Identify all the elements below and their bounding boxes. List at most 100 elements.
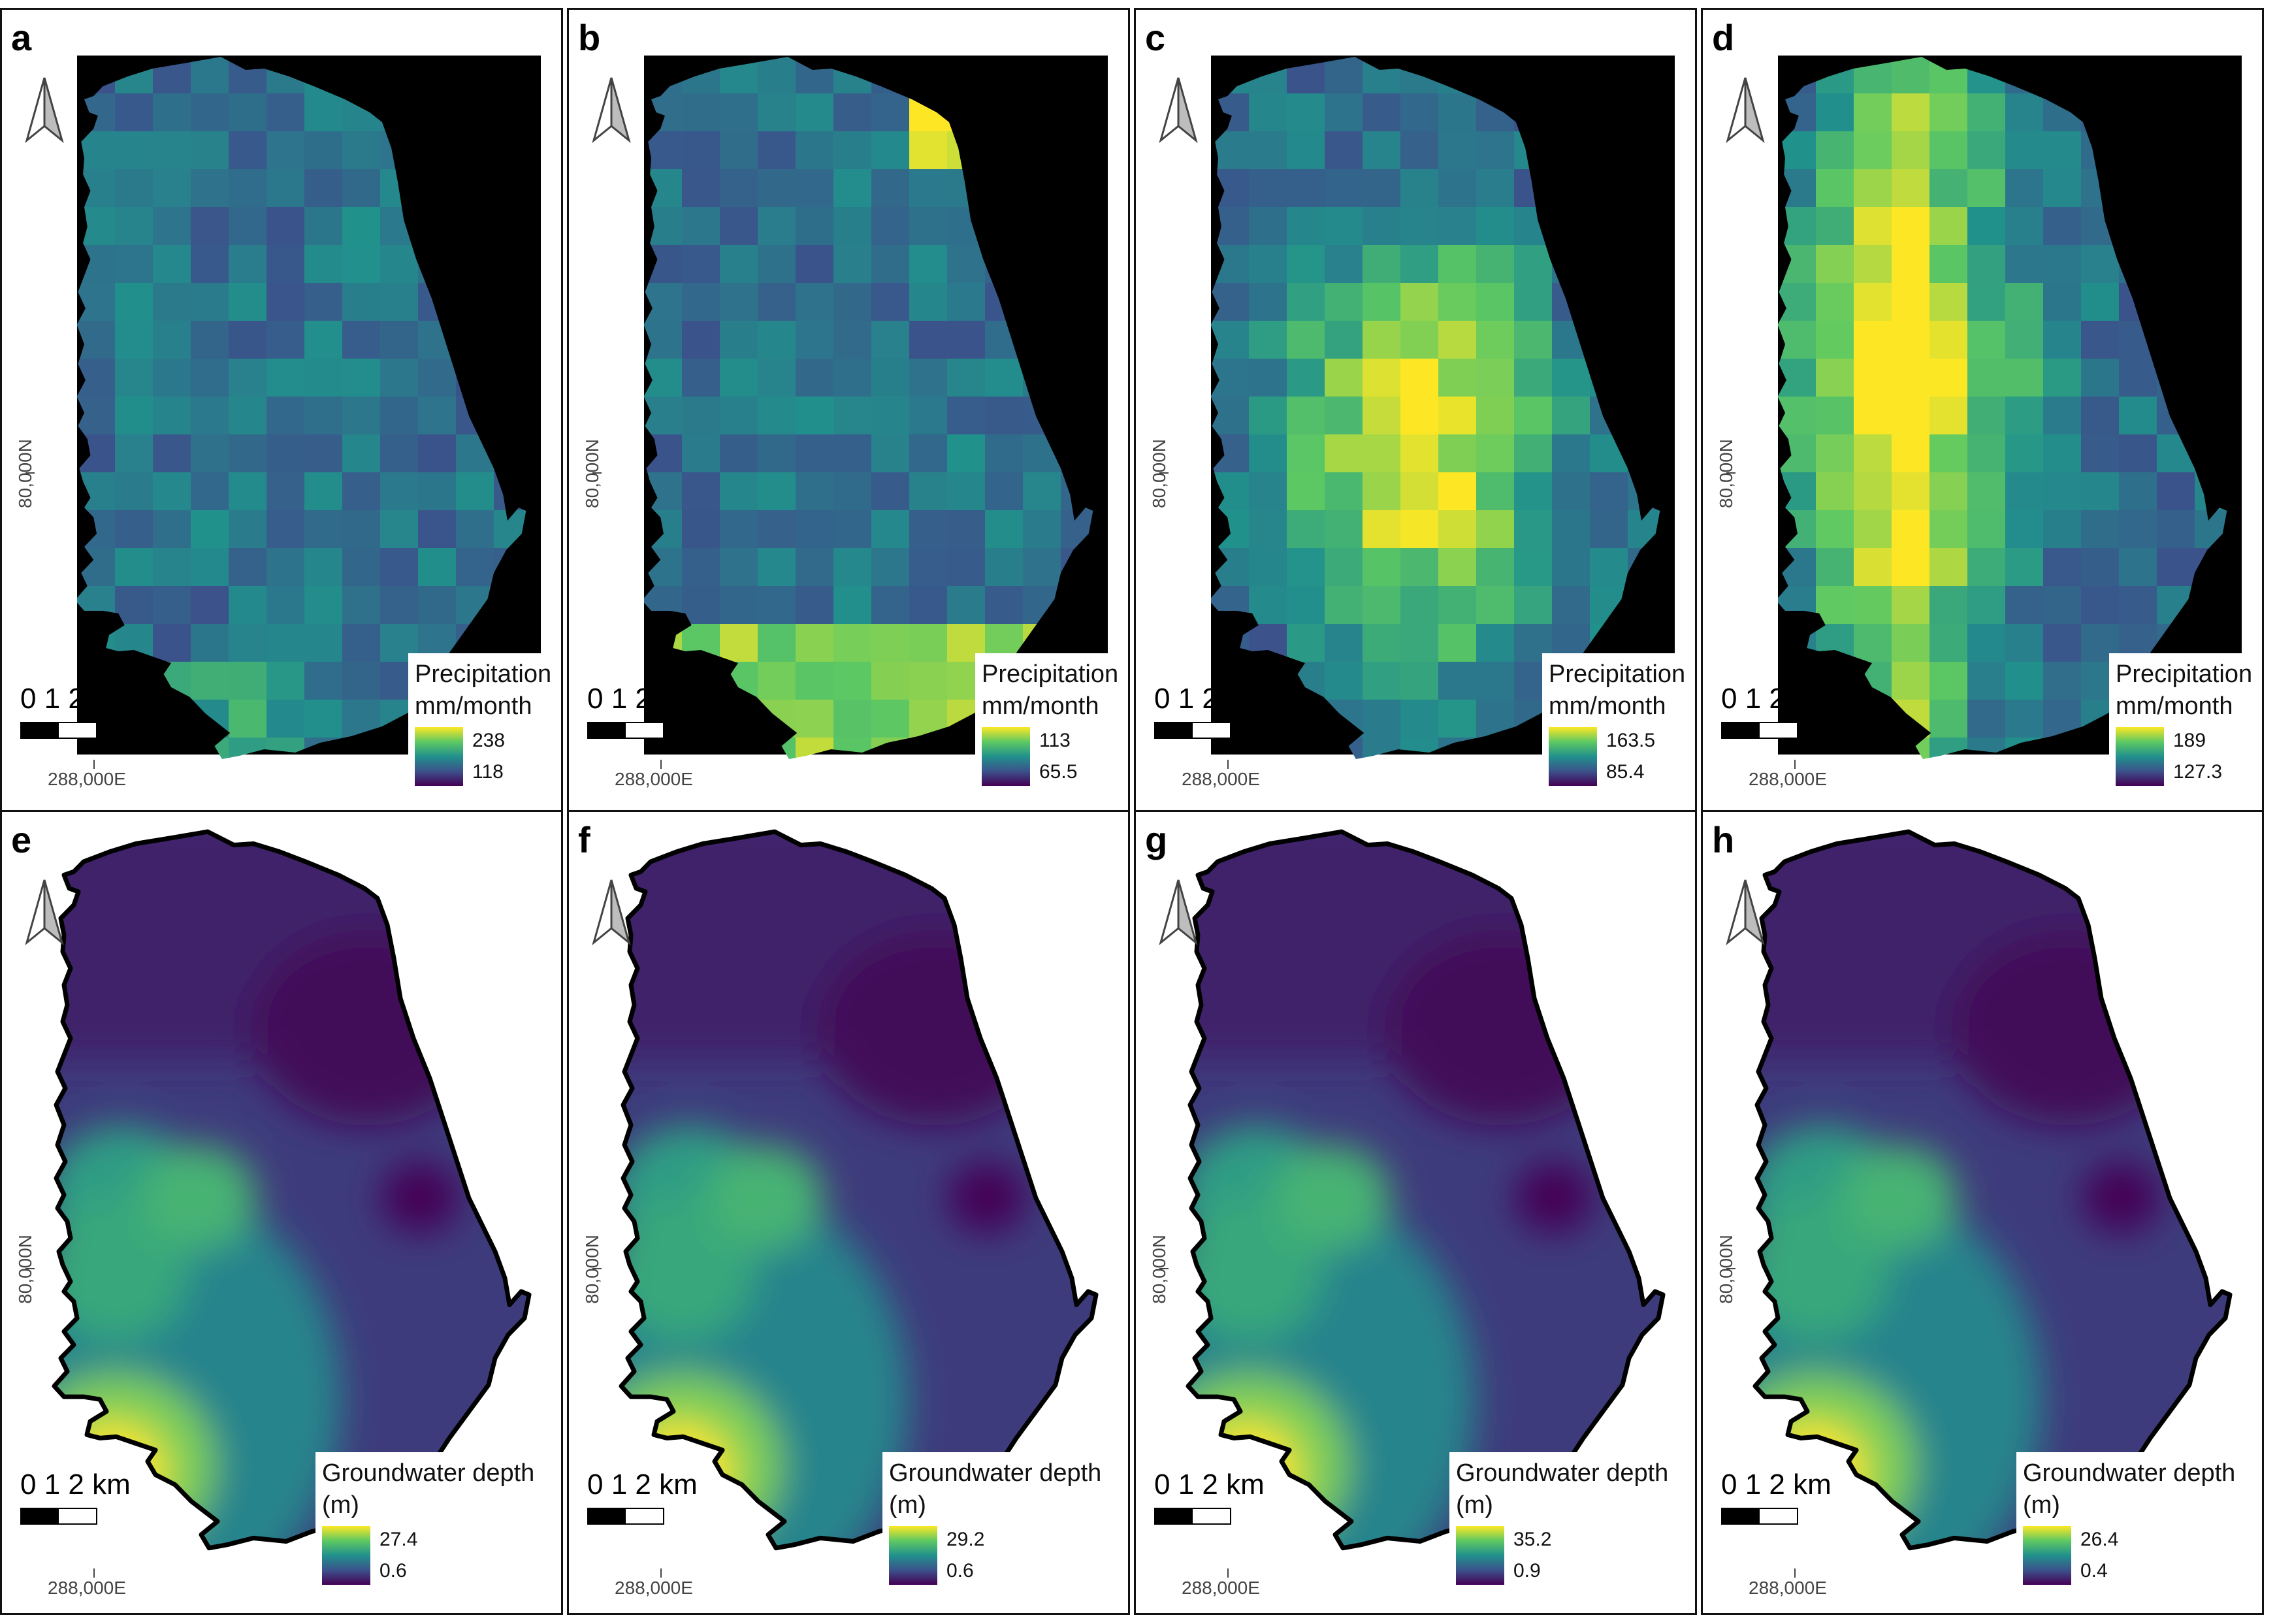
map-area (1703, 812, 2262, 1613)
legend-color-ramp (1456, 1525, 1504, 1585)
x-coordinate-label: 288,000E (48, 1578, 126, 1598)
legend-max: 27.4 (379, 1528, 418, 1550)
y-tick (1726, 472, 1735, 474)
x-tick (1794, 1568, 1796, 1578)
legend-unit: (m) (889, 1491, 926, 1519)
legend: Precipitation mm/month 163.5 85.4 (1542, 653, 1692, 792)
panel-letter: a (11, 17, 32, 58)
x-coordinate-label: 288,000E (1749, 769, 1827, 789)
scale-bar-graphic (1154, 722, 1231, 739)
map-area (1136, 10, 1695, 811)
y-tick (1726, 1268, 1735, 1269)
panel-letter: h (1712, 819, 1735, 860)
legend: Precipitation mm/month 113 65.5 (975, 653, 1125, 792)
panel-c: c 80,000N 0 1 2 km 288,000E Precipitatio… (1134, 8, 1697, 813)
y-coordinate-label: 80,000N (15, 1235, 35, 1304)
x-coordinate-label: 288,000E (1749, 1578, 1827, 1598)
legend-min: 0.6 (379, 1559, 407, 1582)
panel-e: e 80,000N 0 1 2 km 288,000E Groundwater … (0, 810, 563, 1615)
legend-color-ramp (2023, 1525, 2071, 1585)
panel-letter: d (1712, 17, 1735, 58)
x-coordinate-label: 288,000E (615, 769, 693, 789)
panel-letter: e (11, 819, 32, 860)
legend-unit: (m) (2023, 1491, 2060, 1519)
scale-bar-label: 0 1 2 km (20, 1469, 131, 1501)
scale-bar-graphic (1721, 1508, 1798, 1525)
legend-unit: (m) (1456, 1491, 1493, 1519)
x-coordinate-label: 288,000E (48, 769, 126, 789)
scale-bar-label: 0 1 2 km (1721, 1469, 1832, 1501)
north-arrow-icon (592, 879, 631, 946)
y-tick (1159, 472, 1169, 474)
legend-color-ramp (1549, 726, 1597, 786)
legend-color-ramp (322, 1525, 370, 1585)
panel-g: g 80,000N 0 1 2 km 288,000E Groundwater … (1134, 810, 1697, 1615)
x-tick (660, 1568, 662, 1578)
scale-bar-label: 0 1 2 km (587, 1469, 698, 1501)
legend-min: 118 (472, 760, 504, 783)
north-arrow-icon (592, 77, 631, 144)
legend-color-ramp (2116, 726, 2164, 786)
scale-bar: 0 1 2 km (1721, 1469, 1891, 1525)
scale-bar: 0 1 2 km (587, 683, 757, 739)
map-area (1136, 812, 1695, 1613)
panel-letter: c (1145, 17, 1166, 58)
legend-max: 163.5 (1606, 729, 1656, 751)
legend-title: Precipitation (1549, 660, 1686, 688)
legend-title: Groundwater depth (2023, 1459, 2236, 1487)
y-coordinate-label: 80,000N (1149, 439, 1169, 508)
legend-color-ramp (889, 1525, 937, 1585)
y-coordinate-label: 80,000N (582, 1235, 602, 1304)
scale-bar: 0 1 2 km (1154, 1469, 1324, 1525)
scale-bar: 0 1 2 km (20, 1469, 190, 1525)
panel-letter: g (1145, 819, 1168, 860)
scale-bar-label: 0 1 2 km (1154, 1469, 1265, 1501)
legend-title: Precipitation (2116, 660, 2253, 688)
legend: Groundwater depth (m) 27.4 0.6 (315, 1452, 557, 1591)
north-arrow-icon (1159, 879, 1198, 946)
y-tick (25, 472, 35, 474)
scale-bar: 0 1 2 km (1721, 683, 1891, 739)
legend-title: Precipitation (982, 660, 1119, 688)
legend-max: 238 (472, 729, 506, 751)
north-arrow-icon (1726, 77, 1765, 144)
y-tick (592, 472, 602, 474)
island-outline (52, 829, 532, 1551)
legend-title: Groundwater depth (889, 1459, 1102, 1487)
legend-unit: mm/month (982, 692, 1099, 721)
scale-bar-graphic (587, 722, 664, 739)
x-tick (93, 760, 95, 769)
island-outline (1752, 829, 2233, 1551)
panel-letter: b (578, 17, 601, 58)
x-tick (93, 1568, 95, 1578)
y-tick (592, 1268, 602, 1269)
y-coordinate-label: 80,000N (1149, 1235, 1169, 1304)
legend-title: Precipitation (415, 660, 552, 688)
legend-unit: mm/month (1549, 692, 1666, 721)
legend-color-ramp (982, 726, 1030, 786)
scale-bar-label: 0 1 2 km (1721, 683, 1832, 715)
scale-bar-graphic (20, 1508, 97, 1525)
panel-b: b 80,000N 0 1 2 km 288,000E Precipitatio… (567, 8, 1130, 813)
scale-bar: 0 1 2 km (587, 1469, 757, 1525)
legend: Precipitation mm/month 238 118 (408, 653, 558, 792)
x-coordinate-label: 288,000E (1182, 1578, 1260, 1598)
panel-f: f 80,000N 0 1 2 km 288,000E Groundwater … (567, 810, 1130, 1615)
y-coordinate-label: 80,000N (1716, 1235, 1736, 1304)
scale-bar-graphic (1154, 1508, 1231, 1525)
island-outline (619, 829, 1099, 1551)
north-arrow-icon (25, 77, 64, 144)
legend: Groundwater depth (m) 35.2 0.9 (1449, 1452, 1691, 1591)
north-arrow-icon (1159, 77, 1198, 144)
y-coordinate-label: 80,000N (582, 439, 602, 508)
scale-bar: 0 1 2 km (1154, 683, 1324, 739)
legend: Precipitation mm/month 189 127.3 (2109, 653, 2259, 792)
north-arrow-icon (1726, 879, 1765, 946)
panel-letter: f (578, 819, 590, 860)
island-outline (1186, 829, 1666, 1551)
legend-max: 29.2 (946, 1528, 985, 1550)
legend-unit: mm/month (2116, 692, 2233, 721)
legend-max: 189 (2173, 729, 2206, 751)
legend-unit: mm/month (415, 692, 532, 721)
scale-bar-graphic (20, 722, 97, 739)
